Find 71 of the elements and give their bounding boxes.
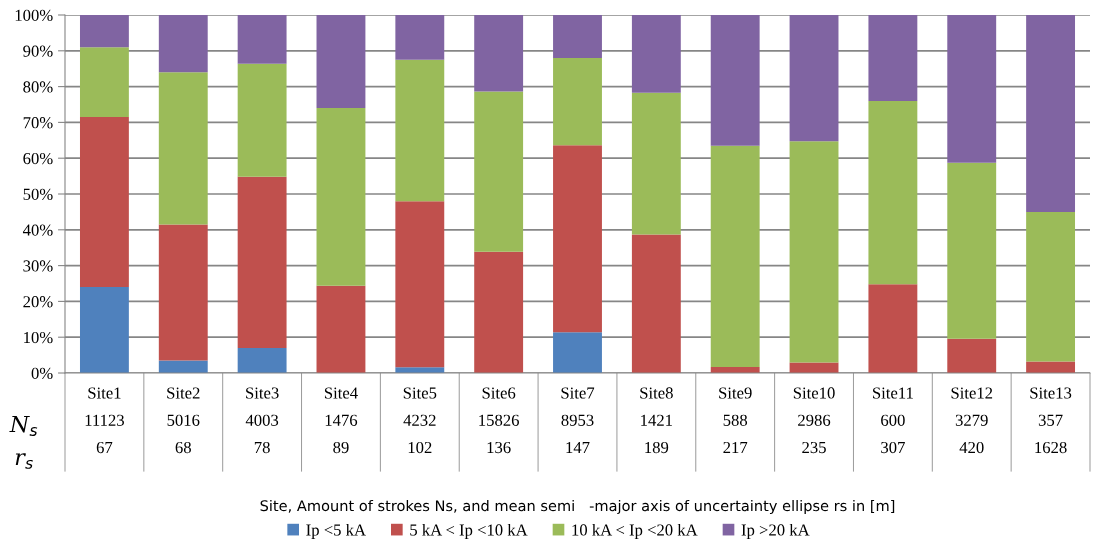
bar [237, 347, 287, 373]
legend-label: Ip >20 kA [741, 523, 810, 539]
bar [868, 284, 918, 373]
y-tick-label: 60% [23, 152, 53, 165]
bar [553, 145, 602, 333]
bar [631, 92, 681, 235]
x-tick-label: Site8 1421 189 [640, 387, 673, 454]
y-tick-label: 80% [23, 81, 53, 93]
bar [237, 176, 287, 348]
y-tick-label: 20% [23, 296, 53, 308]
bar [553, 332, 602, 373]
bar [474, 251, 524, 373]
bar [395, 15, 445, 60]
bar [158, 72, 208, 225]
x-tick-label: Site4 1476 89 [324, 387, 358, 454]
x-tick-label: Site6 15826 136 [479, 387, 519, 454]
bar [553, 57, 602, 146]
x-tick-label: Site11 600 307 [873, 387, 913, 454]
bar [395, 201, 445, 368]
bar [710, 15, 760, 146]
bar [395, 59, 445, 202]
bar [158, 360, 208, 373]
x-axis-title: Site, Amount of strokes Ns, and mean semi -major axis of uncertainty ellipse rs in [m] [260, 499, 895, 515]
bar [474, 15, 524, 92]
bar [631, 234, 681, 373]
bar [316, 108, 366, 286]
y-tick-label: 10% [24, 331, 53, 344]
bar [1026, 211, 1076, 362]
x-tick-label: Site3 4003 78 [245, 387, 279, 454]
bar [237, 63, 287, 177]
x-tick-label: Site1 11123 67 [85, 387, 124, 454]
x-tick-label: Site12 3279 420 [951, 387, 993, 454]
bar [79, 287, 129, 373]
bar [789, 141, 839, 363]
bar [947, 338, 997, 373]
y-tick-label: 50% [23, 188, 53, 200]
bar [947, 15, 997, 163]
legend-label: 5 kA < Ip <10 kA [410, 523, 528, 539]
bar [316, 15, 366, 109]
bar [1026, 15, 1076, 212]
x-tick-label: Site10 2986 235 [793, 387, 835, 454]
text: N$_{s}$ [9, 415, 38, 436]
bar [868, 15, 918, 101]
bar [868, 100, 918, 285]
bar [710, 145, 760, 367]
y-tick-label: 90% [23, 45, 53, 57]
bar [789, 15, 839, 142]
y-tick-label: 40% [22, 224, 53, 236]
bar [158, 224, 208, 361]
legend-label: Ip <5 kA [306, 523, 366, 539]
x-tick-label: Site2 5016 68 [167, 387, 200, 454]
bar [553, 15, 602, 58]
text: r$_{s}$ [15, 453, 33, 469]
y-tick-label: 70% [23, 117, 53, 129]
bar [237, 15, 287, 64]
bar [79, 47, 129, 118]
bar [947, 162, 997, 339]
bar [474, 91, 524, 252]
bar [316, 285, 366, 373]
x-tick-label: Site9 588 217 [719, 387, 752, 453]
x-tick-label: Site5 4232 102 [403, 387, 437, 454]
bar [631, 15, 681, 93]
x-tick-label: Site13 357 1628 [1030, 387, 1072, 454]
y-tick-label: 0% [31, 367, 53, 379]
legend-label: 10 kA < Ip <20 kA [572, 523, 698, 539]
y-tick-label: 30% [23, 260, 53, 272]
bar [79, 15, 129, 48]
y-tick-label: 100% [15, 9, 53, 21]
x-tick-label: Site7 8953 147 [561, 387, 595, 453]
bar [158, 15, 208, 73]
bar [79, 117, 129, 288]
